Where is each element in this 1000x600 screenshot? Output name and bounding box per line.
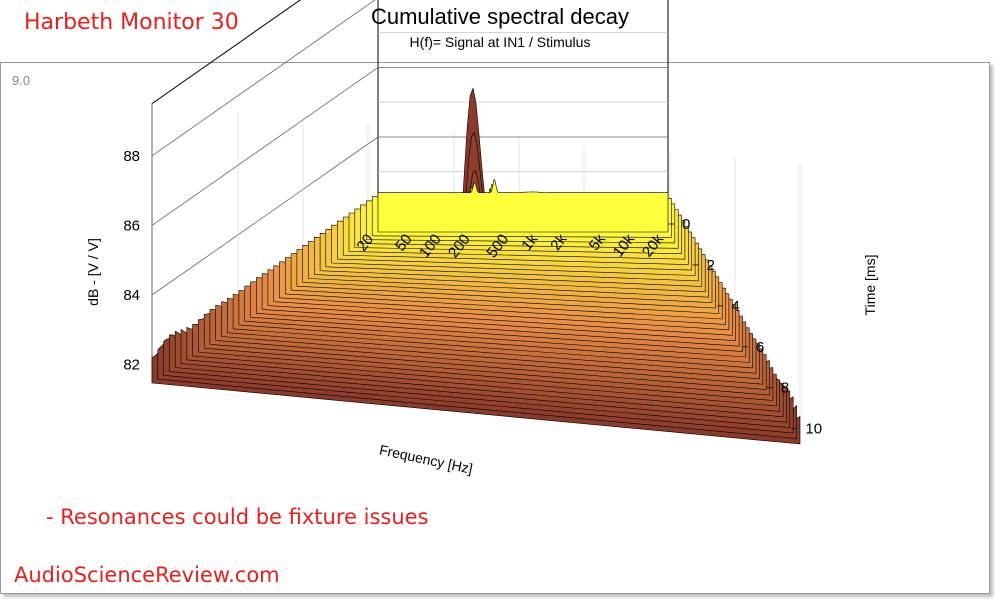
y-tick-label: 84 [123, 287, 140, 304]
gridline [151, 67, 379, 226]
z-tick-label: 0 [682, 216, 690, 233]
y-tick-label: 82 [123, 357, 140, 374]
waterfall-slice [377, 179, 669, 233]
waterfall-slices [151, 87, 801, 445]
z-tick-label: 2 [707, 257, 715, 274]
gridline [151, 0, 376, 157]
gridline [151, 136, 379, 296]
y-tick-label: 86 [123, 217, 140, 234]
z-axis-label: Time [ms] [862, 255, 878, 316]
source-credit: AudioScienceReview.com [14, 563, 280, 587]
version-label: 9.0 [12, 73, 31, 88]
x-tick-label: 20 [353, 231, 377, 255]
chart-subtitle: H(f)= Signal at IN1 / Stimulus [409, 34, 591, 50]
y-tick-label: 88 [123, 148, 140, 165]
z-tick-label: 6 [756, 339, 764, 356]
chart-title: Cumulative spectral decay [370, 4, 629, 29]
z-tick-label: 8 [781, 380, 789, 397]
x-axis-label: Frequency [Hz] [378, 441, 474, 476]
z-tick-label: 4 [731, 298, 739, 315]
y-axis-label: dB - [V / V] [85, 238, 101, 306]
z-tick-label: 10 [805, 421, 822, 438]
resonance-note: - Resonances could be fixture issues [46, 505, 429, 529]
plot-frame [0, 62, 990, 594]
x-tick-label: 50 [392, 231, 416, 255]
speaker-model-label: Harbeth Monitor 30 [24, 10, 239, 35]
